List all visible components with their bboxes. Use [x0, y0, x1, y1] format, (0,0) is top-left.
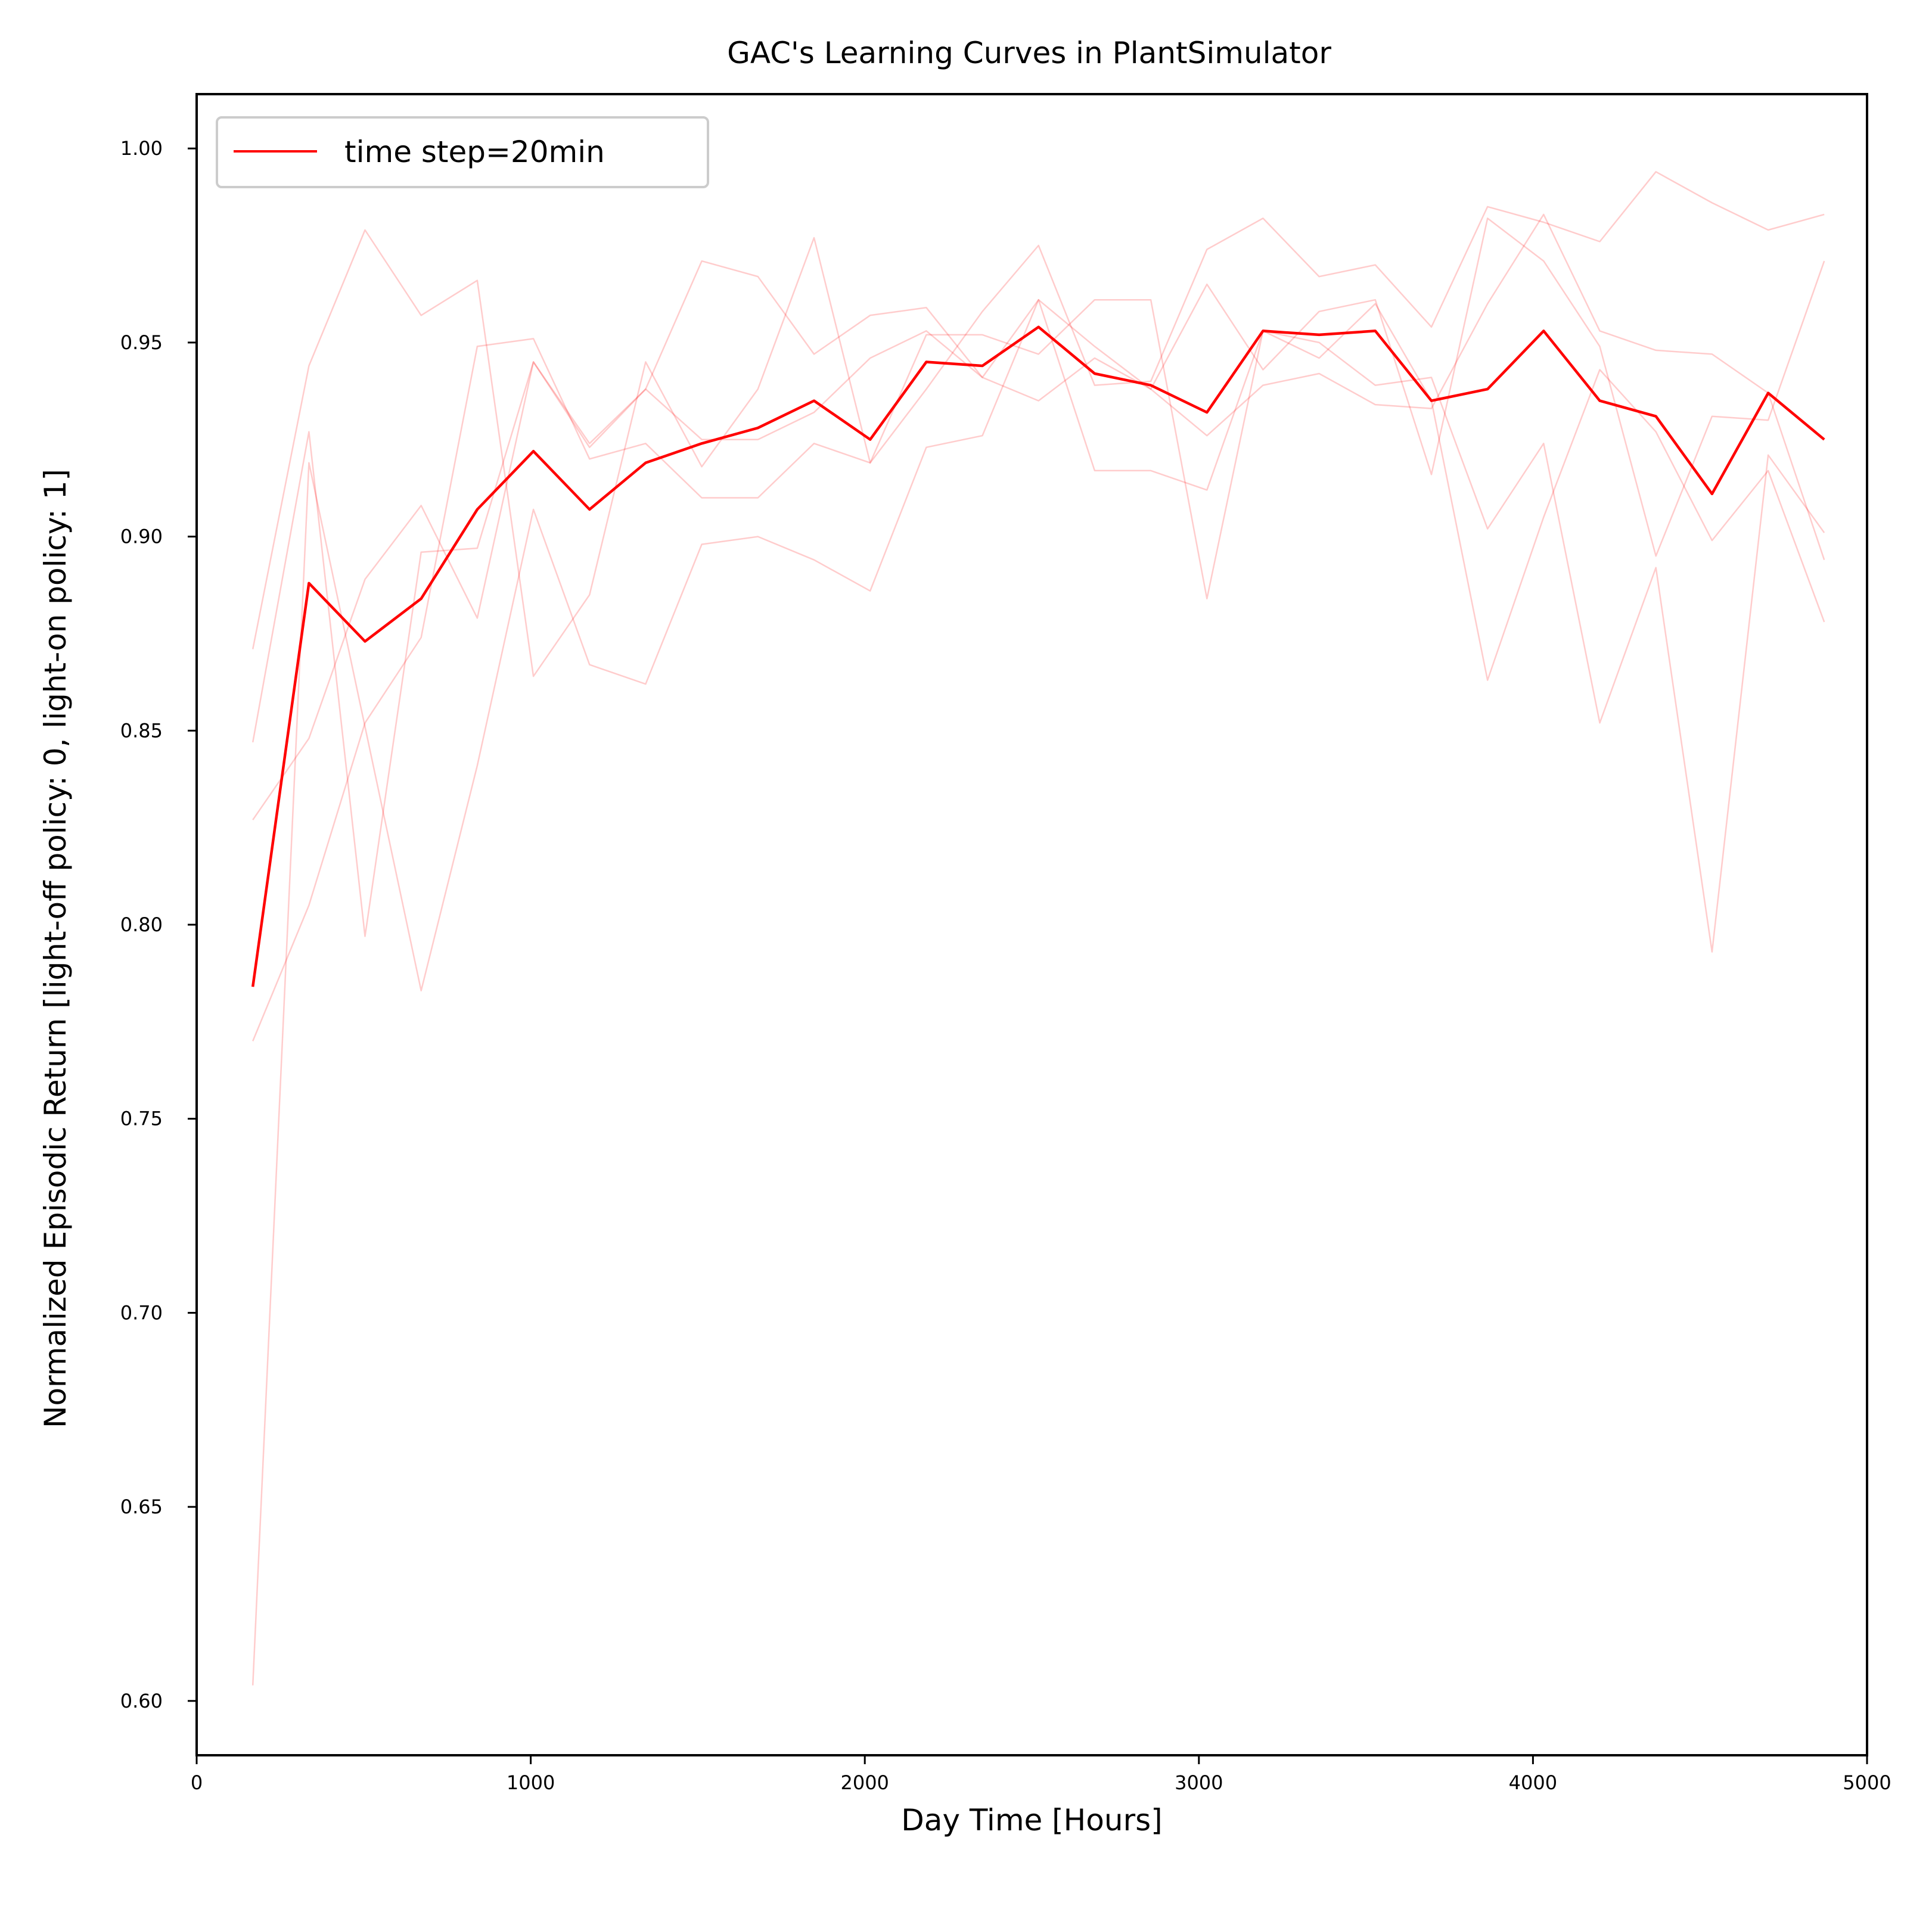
series-line-run-2	[251, 217, 1825, 937]
legend-label: time step=20min	[344, 135, 605, 169]
series-line-run-1	[251, 171, 1825, 677]
x-tick-label: 1000	[507, 1771, 555, 1794]
series-line-mean	[251, 325, 1825, 987]
x-tick-label: 2000	[840, 1771, 889, 1794]
y-tick-label: 0.60	[120, 1690, 163, 1712]
series-line-run-3	[252, 213, 1825, 820]
y-tick-label: 0.75	[120, 1108, 163, 1130]
x-axis: 0 1000 2000 3000 4000 5000	[191, 1755, 1891, 1794]
series-line-run-5	[251, 299, 1825, 1686]
series-line-run-4	[252, 299, 1825, 1041]
legend-box	[216, 116, 709, 188]
y-tick-label: 0.90	[120, 526, 163, 548]
x-axis-label: Day Time [Hours]	[901, 1803, 1162, 1837]
y-tick-label: 0.95	[120, 331, 163, 354]
chart-title: GAC's Learning Curves in PlantSimulator	[727, 36, 1331, 70]
y-tick-label: 1.00	[120, 137, 163, 160]
y-tick-label: 0.85	[120, 719, 163, 742]
x-tick-label: 4000	[1509, 1771, 1557, 1794]
x-tick-label: 3000	[1175, 1771, 1223, 1794]
legend: time step=20min	[216, 116, 709, 188]
x-tick-label: 0	[191, 1771, 203, 1794]
y-tick-label: 0.70	[120, 1301, 163, 1324]
individual-runs	[251, 171, 1825, 1686]
y-axis: 0.60 0.65 0.70 0.75 0.80 0.85 0.90 0.95 1.00	[120, 137, 197, 1712]
y-tick-label: 0.65	[120, 1495, 163, 1518]
x-tick-label: 5000	[1843, 1771, 1891, 1794]
mean-curve	[251, 325, 1825, 987]
y-axis-label: Normalized Episodic Return [light-off po…	[38, 469, 73, 1428]
y-tick-label: 0.80	[120, 913, 163, 936]
